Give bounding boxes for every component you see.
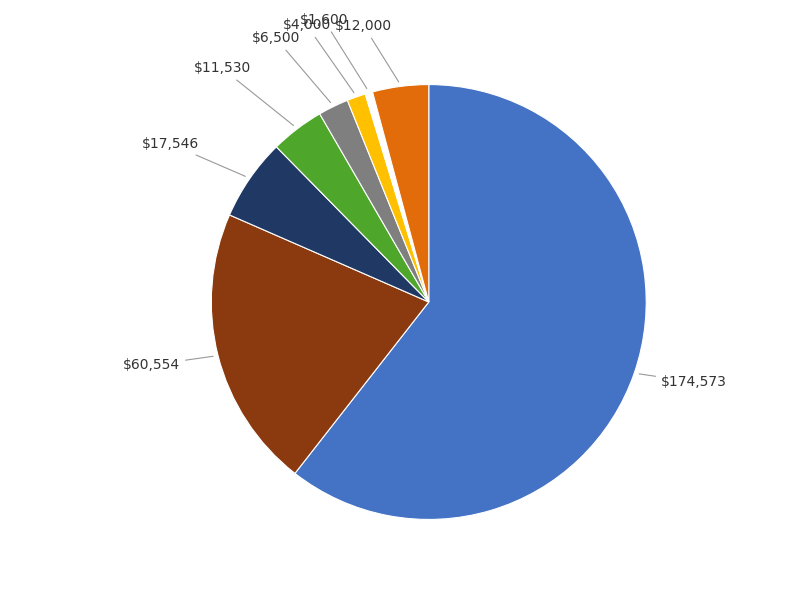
Wedge shape: [320, 100, 429, 302]
Text: $17,546: $17,546: [142, 137, 245, 176]
Text: $174,573: $174,573: [639, 374, 727, 389]
Text: $11,530: $11,530: [193, 62, 294, 126]
Wedge shape: [347, 94, 429, 302]
Text: $6,500: $6,500: [252, 31, 331, 103]
Wedge shape: [211, 215, 429, 474]
Wedge shape: [277, 114, 429, 302]
Wedge shape: [295, 85, 646, 519]
Text: $60,554: $60,554: [123, 356, 213, 372]
Wedge shape: [373, 85, 429, 302]
Text: $12,000: $12,000: [336, 19, 399, 82]
Wedge shape: [365, 92, 429, 302]
Text: $1,600: $1,600: [299, 13, 366, 89]
Wedge shape: [230, 147, 429, 302]
Text: $4,000: $4,000: [282, 18, 354, 92]
